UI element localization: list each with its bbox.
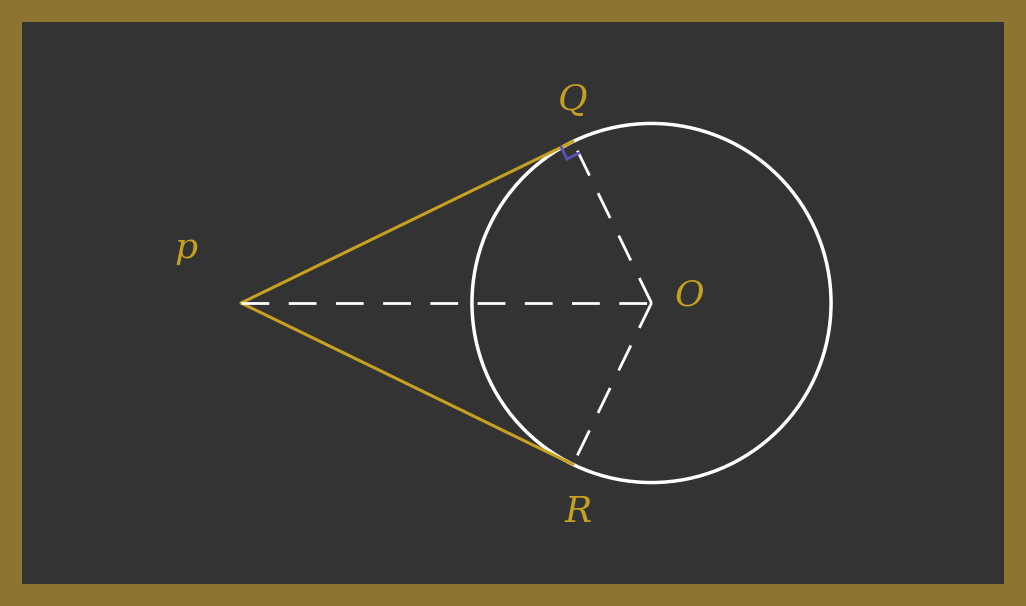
Text: Q: Q	[558, 82, 588, 116]
Text: p: p	[174, 231, 198, 265]
Text: R: R	[564, 496, 592, 530]
Text: O: O	[675, 278, 704, 312]
